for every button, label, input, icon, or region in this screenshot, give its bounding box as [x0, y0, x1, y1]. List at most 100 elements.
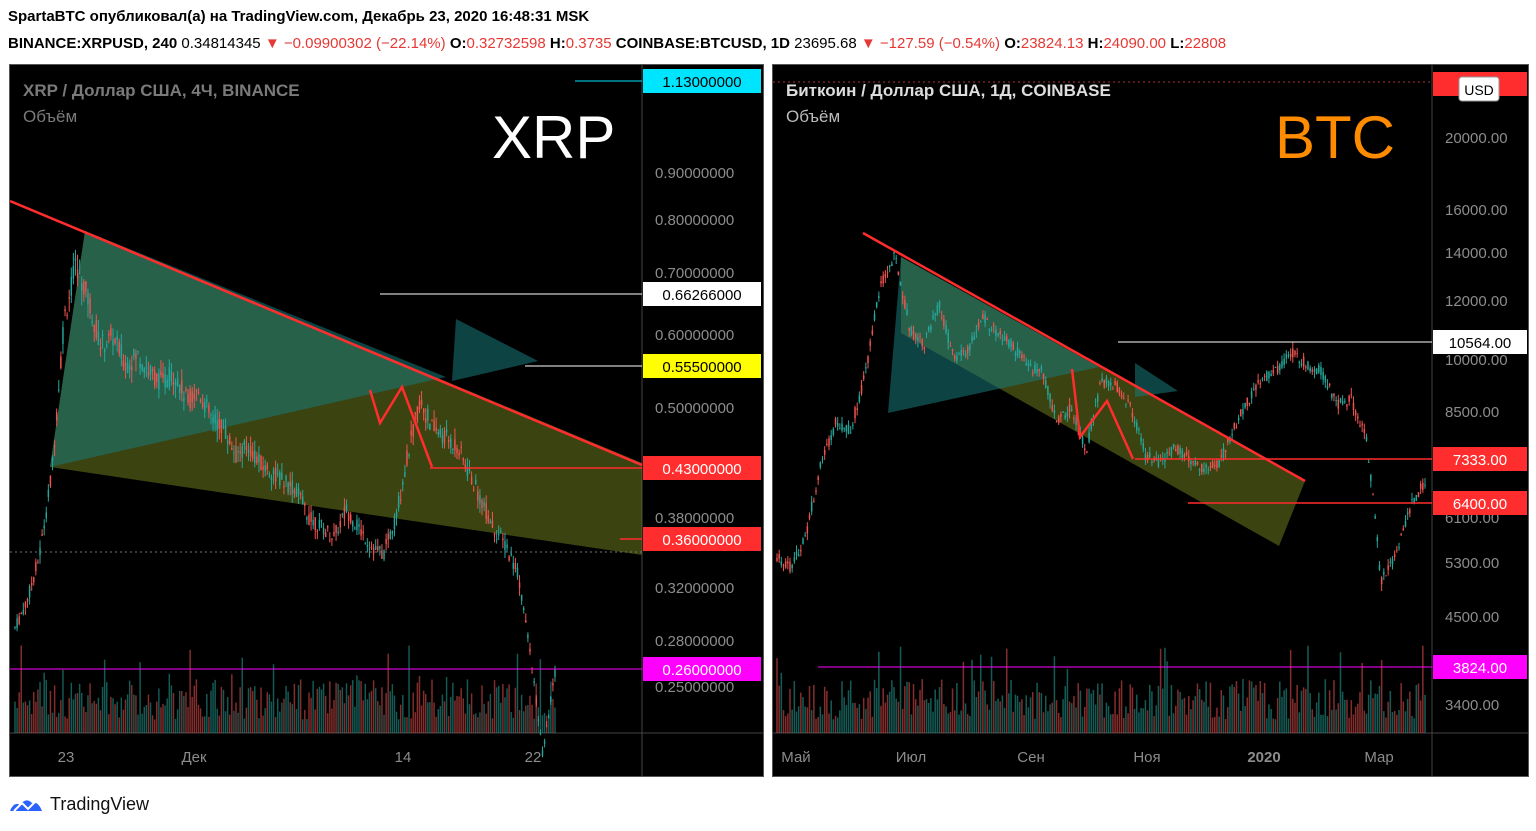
xrp-candle-body	[254, 450, 256, 463]
btc-candle-body	[986, 318, 988, 320]
btc-candle-body	[1335, 399, 1337, 401]
xrp-price-label-box	[643, 282, 761, 306]
xrp-candle-body	[172, 381, 175, 385]
btc-volume-bar	[1281, 696, 1283, 733]
xrp-candle-body	[343, 507, 346, 519]
xrp-candle-body	[349, 514, 352, 523]
btc-candle-body	[895, 258, 897, 260]
btc-candle-body	[1261, 378, 1264, 380]
btc-candle-body	[1422, 482, 1424, 490]
btc-candle-body	[1014, 353, 1017, 356]
xrp-volume-bar	[187, 706, 189, 733]
xrp-candle-body	[91, 321, 93, 324]
xrp-candle-body	[399, 499, 402, 501]
btc-volume-bar	[1242, 679, 1244, 733]
btc-volume-bar	[1220, 690, 1223, 733]
xrp-volume-bar	[147, 694, 150, 733]
btc-volume-bar	[999, 701, 1001, 733]
xrp-volume-bar	[172, 692, 175, 733]
btc-symbol[interactable]: COINBASE:BTCUSD, 1D	[615, 35, 790, 52]
btc-volume-bar	[1294, 702, 1296, 733]
xrp-volume-bar	[49, 690, 52, 733]
btc-candle-body	[921, 339, 923, 347]
btc-y-tick-label: 16000.00	[1445, 202, 1508, 219]
btc-volume-bar	[927, 702, 930, 733]
btc-triangle	[888, 257, 1099, 413]
xrp-candle-body	[483, 501, 485, 507]
xrp-volume-bar	[539, 659, 542, 733]
btc-volume-bar	[1274, 719, 1277, 733]
xrp-candle-body	[120, 344, 123, 359]
xrp-candle-body	[166, 379, 168, 388]
btc-candle-body	[1320, 366, 1322, 376]
xrp-candle-body	[443, 431, 446, 444]
btc-candle-body	[1235, 427, 1238, 429]
btc-candle-body	[1350, 394, 1353, 396]
btc-volume-bar	[1250, 681, 1253, 733]
xrp-candle-body	[237, 450, 239, 452]
xrp-price-label-box	[643, 69, 761, 93]
xrp-volume-bar	[156, 701, 158, 733]
xrp-candle-body	[241, 446, 243, 458]
btc-volume-bar	[1170, 685, 1173, 733]
xrp-volume-bar	[537, 707, 540, 733]
xrp-candle-body	[425, 417, 427, 423]
xrp-candle-body	[101, 334, 104, 337]
xrp-candle-body	[435, 427, 437, 431]
btc-price-label-text: 10564.00	[1449, 335, 1512, 352]
xrp-candle-body	[347, 513, 350, 521]
xrp-volume-bar	[422, 690, 425, 733]
btc-volume-bar	[1018, 701, 1021, 733]
xrp-volume-bar	[281, 702, 283, 733]
btc-candle-body	[1281, 360, 1283, 368]
btc-candle-body	[982, 314, 984, 320]
xrp-symbol[interactable]: BINANCE:XRPUSD, 240	[8, 35, 178, 52]
xrp-volume-bar	[76, 693, 79, 733]
xrp-candle-body	[274, 468, 277, 482]
btc-chart-canvas[interactable]: 20000.00 16000.00 14000.00 12000.00 10000.00…	[773, 65, 1528, 776]
xrp-volume-bar	[393, 695, 396, 733]
xrp-chart-canvas[interactable]: 0.90000000 0.80000000 0.70000000 0.60000000…	[10, 65, 763, 776]
btc-volume-bar	[1003, 707, 1006, 733]
btc-volume-bar	[923, 700, 926, 733]
xrp-candle-body	[352, 521, 354, 527]
btc-volume-bar	[1162, 688, 1164, 733]
xrp-candle-body	[70, 277, 73, 296]
xrp-candle-body	[304, 503, 306, 506]
btc-volume-bar	[1042, 712, 1045, 733]
xrp-candle-body	[481, 499, 483, 509]
xrp-candle-body	[14, 626, 16, 628]
xrp-candle-body	[337, 531, 339, 534]
btc-volume-bar	[1216, 707, 1218, 733]
xrp-price-label-box	[643, 527, 761, 551]
tradingview-footer[interactable]: TradingView	[8, 790, 149, 818]
xrp-candle-body	[235, 446, 237, 463]
xrp-candle-body	[322, 527, 325, 535]
btc-candle-body	[945, 325, 947, 333]
xrp-candle-body	[397, 496, 400, 508]
xrp-chart-panel[interactable]: 0.90000000 0.80000000 0.70000000 0.60000000…	[9, 64, 764, 777]
xrp-candle-body	[295, 486, 298, 497]
btc-candle-body	[1313, 369, 1316, 372]
xrp-volume-bar	[285, 685, 287, 733]
btc-chart-panel[interactable]: 20000.00 16000.00 14000.00 12000.00 10000.00…	[772, 64, 1529, 777]
btc-candle-body	[847, 424, 850, 435]
xrp-candle-body	[345, 504, 348, 512]
btc-volume-bar	[895, 698, 897, 733]
xrp-candle-body	[279, 471, 281, 486]
btc-volume-bar	[1077, 683, 1080, 733]
xrp-candle-body	[208, 405, 210, 413]
xrp-volume-bar	[370, 690, 373, 733]
xrp-volume-bar	[178, 690, 181, 733]
xrp-candle-body	[410, 430, 412, 436]
btc-volume-bar	[1138, 712, 1140, 733]
xrp-volume-bar	[497, 685, 500, 733]
btc-volume-bar	[1088, 688, 1090, 733]
xrp-candle-body	[53, 445, 56, 447]
xrp-volume-bar	[220, 686, 223, 733]
xrp-candle-body	[543, 740, 546, 744]
btc-volume-bar	[1352, 714, 1355, 733]
xrp-candle-body	[72, 265, 75, 279]
btc-candle-body	[1298, 361, 1301, 363]
xrp-candle-body	[249, 445, 252, 457]
